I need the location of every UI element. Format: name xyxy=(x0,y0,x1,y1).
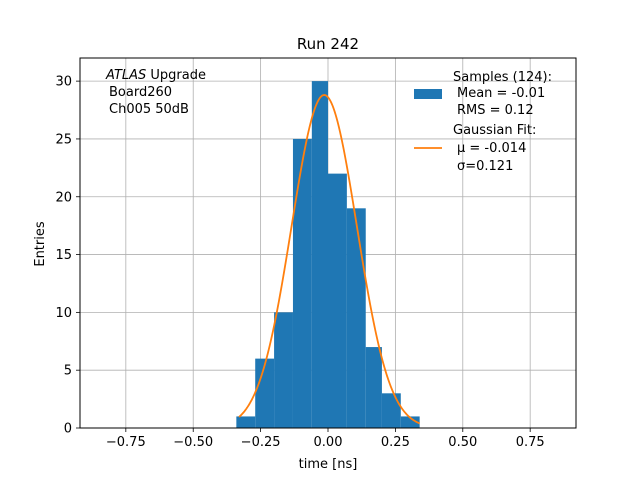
legend-samples-mean: Mean = -0.01 xyxy=(457,86,545,101)
x-tick-label-5: 0.50 xyxy=(448,435,477,450)
annotation-line-1: ATLAS Upgrade xyxy=(105,68,206,83)
annotation-line-2: Board260 xyxy=(109,85,172,100)
legend-fit-sigma: σ=0.121 xyxy=(457,159,513,174)
gaussian-fit-curve xyxy=(238,94,421,425)
y-tick-label-0: 0 xyxy=(64,422,72,437)
histogram-bar-3 xyxy=(292,138,312,428)
y-tick-label-1: 5 xyxy=(64,364,72,379)
histogram-bar-7 xyxy=(365,347,382,428)
y-axis-label: Entries xyxy=(33,221,48,267)
legend-samples-title: Samples (124): xyxy=(453,70,552,85)
x-tick-label-0: −0.75 xyxy=(106,435,146,450)
y-tick-label-5: 25 xyxy=(55,132,72,147)
y-tick-label-3: 15 xyxy=(55,248,72,263)
histogram-bar-0 xyxy=(236,416,256,428)
x-tick-label-2: −0.25 xyxy=(241,435,281,450)
annotation-line-3: Ch005 50dB xyxy=(109,102,189,117)
legend-fit-mu: μ = -0.014 xyxy=(457,141,526,156)
y-tick-label-2: 10 xyxy=(55,306,72,321)
histogram-bar-6 xyxy=(346,208,366,428)
x-tick-label-4: 0.25 xyxy=(381,435,410,450)
annotation-atlas: ATLAS xyxy=(105,68,146,83)
atlas-annotation: ATLAS Upgrade Board260 Ch005 50dB xyxy=(105,68,206,117)
legend-samples-rms: RMS = 0.12 xyxy=(457,103,534,118)
chart-title: Run 242 xyxy=(297,35,359,53)
x-tick-label-6: 0.75 xyxy=(516,435,545,450)
x-tick-label-1: −0.50 xyxy=(173,435,213,450)
annotation-upgrade: Upgrade xyxy=(146,68,206,83)
histogram-bars xyxy=(236,81,420,428)
histogram-bar-8 xyxy=(381,393,401,428)
y-axis-ticks: 0 5 10 15 20 25 30 xyxy=(55,75,80,437)
legend-swatch-samples xyxy=(414,89,442,99)
legend: Samples (124): Mean = -0.01 RMS = 0.12 G… xyxy=(414,70,552,174)
x-axis-ticks: −0.75 −0.50 −0.25 0.00 0.25 0.50 0.75 xyxy=(106,428,545,450)
histogram-bar-2 xyxy=(274,312,293,428)
histogram-bar-4 xyxy=(311,81,328,428)
histogram-bar-5 xyxy=(328,173,347,428)
x-axis-label: time [ns] xyxy=(299,457,358,472)
x-tick-label-3: 0.00 xyxy=(314,435,343,450)
legend-fit-title: Gaussian Fit: xyxy=(453,123,536,138)
y-tick-label-4: 20 xyxy=(55,190,72,205)
histogram-bar-1 xyxy=(255,358,275,428)
y-tick-label-6: 30 xyxy=(55,75,72,90)
histogram-bar-9 xyxy=(400,416,420,428)
